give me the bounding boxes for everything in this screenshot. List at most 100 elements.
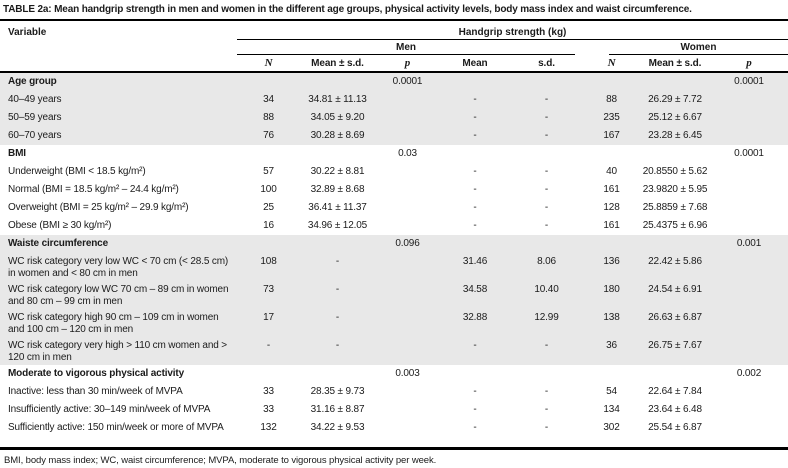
cell-mean-sd-women: 22.42 ± 5.86: [648, 256, 702, 267]
cell-sd-men: 8.06: [537, 256, 556, 267]
cell-mean-men: -: [473, 166, 477, 177]
cell-n-women: 40: [606, 166, 617, 177]
cell-mean-men: 34.58: [462, 284, 488, 295]
table-row: WC risk category low WC 70 cm – 89 cm in…: [0, 281, 788, 309]
cell-mean-sd-women: [640, 73, 710, 91]
table-body: Age group 0.0001 0.0001 40–49 years 34 3…: [0, 73, 788, 447]
header-spacer: [0, 55, 237, 71]
table-row: Overweight (BMI = 25 kg/m² – 29.9 kg/m²)…: [0, 199, 788, 217]
table-row: Underweight (BMI < 18.5 kg/m²) 57 30.22 …: [0, 163, 788, 181]
table-row: Inactive: less than 30 min/week of MVPA …: [0, 383, 788, 401]
cell-n-women: 128: [603, 202, 620, 213]
cell-p-women: [710, 337, 788, 365]
cell-mean-sd-women: 22.64 ± 7.84: [648, 386, 702, 397]
row-label: Obese (BMI ≥ 30 kg/m²): [8, 220, 112, 231]
row-label: Underweight (BMI < 18.5 kg/m²): [8, 166, 146, 177]
cell-n-women: 302: [603, 422, 620, 433]
row-label: BMI: [8, 148, 26, 159]
cell-n-men: [237, 73, 300, 91]
cell-sd-men: [510, 235, 583, 253]
cell-n-men: 76: [263, 130, 274, 141]
column-group-men: Men: [237, 40, 575, 55]
row-label: WC risk category low WC 70 cm – 89 cm in…: [8, 284, 229, 307]
cell-p-men: [375, 199, 440, 217]
cell-mean-sd-women: 25.54 ± 6.87: [648, 422, 702, 433]
cell-p-women: [710, 163, 788, 181]
cell-n-women: 161: [603, 184, 620, 195]
cell-n-men: 33: [263, 386, 274, 397]
cell-p-men: [375, 163, 440, 181]
cell-p-men: [375, 91, 440, 109]
cell-p-men: 0.096: [395, 238, 420, 249]
cell-p-men: [375, 217, 440, 235]
cell-sd-men: -: [544, 386, 549, 397]
cell-mean-sd-men: 34.05 ± 9.20: [310, 112, 365, 123]
cell-mean-sd-men: 31.16 ± 8.87: [310, 404, 365, 415]
header-row-columns: N Mean ± s.d. p Mean s.d. N Mean ± s.d. …: [0, 55, 788, 71]
cell-n-men: 100: [260, 184, 277, 195]
cell-p-women: [710, 419, 788, 447]
cell-mean-sd-women: 26.63 ± 6.87: [648, 312, 702, 323]
cell-mean-men: [440, 145, 510, 163]
cell-sd-men: [510, 73, 583, 91]
row-label: WC risk category very high > 110 cm wome…: [8, 340, 227, 363]
cell-p-men: [375, 109, 440, 127]
cell-n-men: 34: [263, 94, 274, 105]
cell-mean-sd-women: [640, 365, 710, 383]
table-row: Obese (BMI ≥ 30 kg/m²) 16 34.96 ± 12.05 …: [0, 217, 788, 235]
cell-n-women: 180: [603, 284, 620, 295]
table-row: 50–59 years 88 34.05 ± 9.20 - - 235 25.1…: [0, 109, 788, 127]
cell-p-women: 0.001: [736, 238, 762, 249]
row-label: Waiste circumference: [8, 238, 109, 249]
cell-n-men: 88: [263, 112, 274, 123]
column-header-mean-sd-women: Mean ± s.d.: [648, 58, 702, 69]
table-footnote: BMI, body mass index; WC, waist circumfe…: [4, 455, 437, 466]
cell-mean-sd-women: [640, 235, 710, 253]
cell-mean-sd-men: 36.41 ± 11.37: [308, 202, 367, 213]
cell-p-men: [375, 419, 440, 447]
cell-sd-men: -: [544, 340, 549, 351]
cell-n-men: 73: [263, 284, 274, 295]
cell-n-men: -: [266, 340, 271, 351]
cell-mean-sd-men: 34.81 ± 11.13: [308, 94, 367, 105]
cell-p-women: [710, 181, 788, 199]
cell-p-women: [710, 253, 788, 281]
cell-mean-sd-women: 25.12 ± 6.67: [648, 112, 702, 123]
cell-p-men: 0.003: [395, 368, 420, 379]
cell-mean-sd-men: -: [335, 284, 340, 295]
cell-mean-men: [440, 73, 510, 91]
header-row-span: Variable Handgrip strength (kg): [0, 21, 788, 40]
cell-sd-men: 12.99: [534, 312, 559, 323]
row-label: 60–70 years: [8, 130, 62, 141]
cell-mean-men: -: [473, 404, 477, 415]
cell-n-women: 136: [603, 256, 620, 267]
cell-n-women: 161: [603, 220, 620, 231]
cell-n-men: [237, 235, 300, 253]
table-row: 60–70 years 76 30.28 ± 8.69 - - 167 23.2…: [0, 127, 788, 145]
cell-sd-men: -: [544, 184, 549, 195]
cell-p-women: [710, 199, 788, 217]
cell-n-men: 33: [263, 404, 274, 415]
row-label: Insufficiently active: 30–149 min/week o…: [8, 404, 211, 415]
cell-p-women: 0.0001: [734, 76, 764, 87]
cell-sd-men: [510, 145, 583, 163]
cell-p-men: [375, 401, 440, 419]
cell-p-women: [710, 281, 788, 309]
column-header-handgrip-span: Handgrip strength (kg): [237, 21, 788, 40]
cell-mean-sd-women: 23.28 ± 6.45: [648, 130, 702, 141]
column-header-p-men: p: [404, 57, 411, 69]
row-label: 50–59 years: [8, 112, 62, 123]
column-header-p-women: p: [746, 57, 752, 69]
cell-mean-sd-men: 32.89 ± 8.68: [310, 184, 365, 195]
cell-mean-men: -: [473, 386, 477, 397]
table-row: Normal (BMI = 18.5 kg/m² – 24.4 kg/m²) 1…: [0, 181, 788, 199]
cell-n-women: [583, 73, 640, 91]
cell-sd-men: -: [544, 202, 549, 213]
table-row: WC risk category high 90 cm – 109 cm in …: [0, 309, 788, 337]
cell-p-men: [375, 253, 440, 281]
cell-n-men: 57: [263, 166, 274, 177]
column-header-mean-men: Mean: [462, 58, 488, 69]
row-label: Inactive: less than 30 min/week of MVPA: [8, 386, 183, 397]
cell-mean-sd-women: 20.8550 ± 5.62: [642, 166, 708, 177]
